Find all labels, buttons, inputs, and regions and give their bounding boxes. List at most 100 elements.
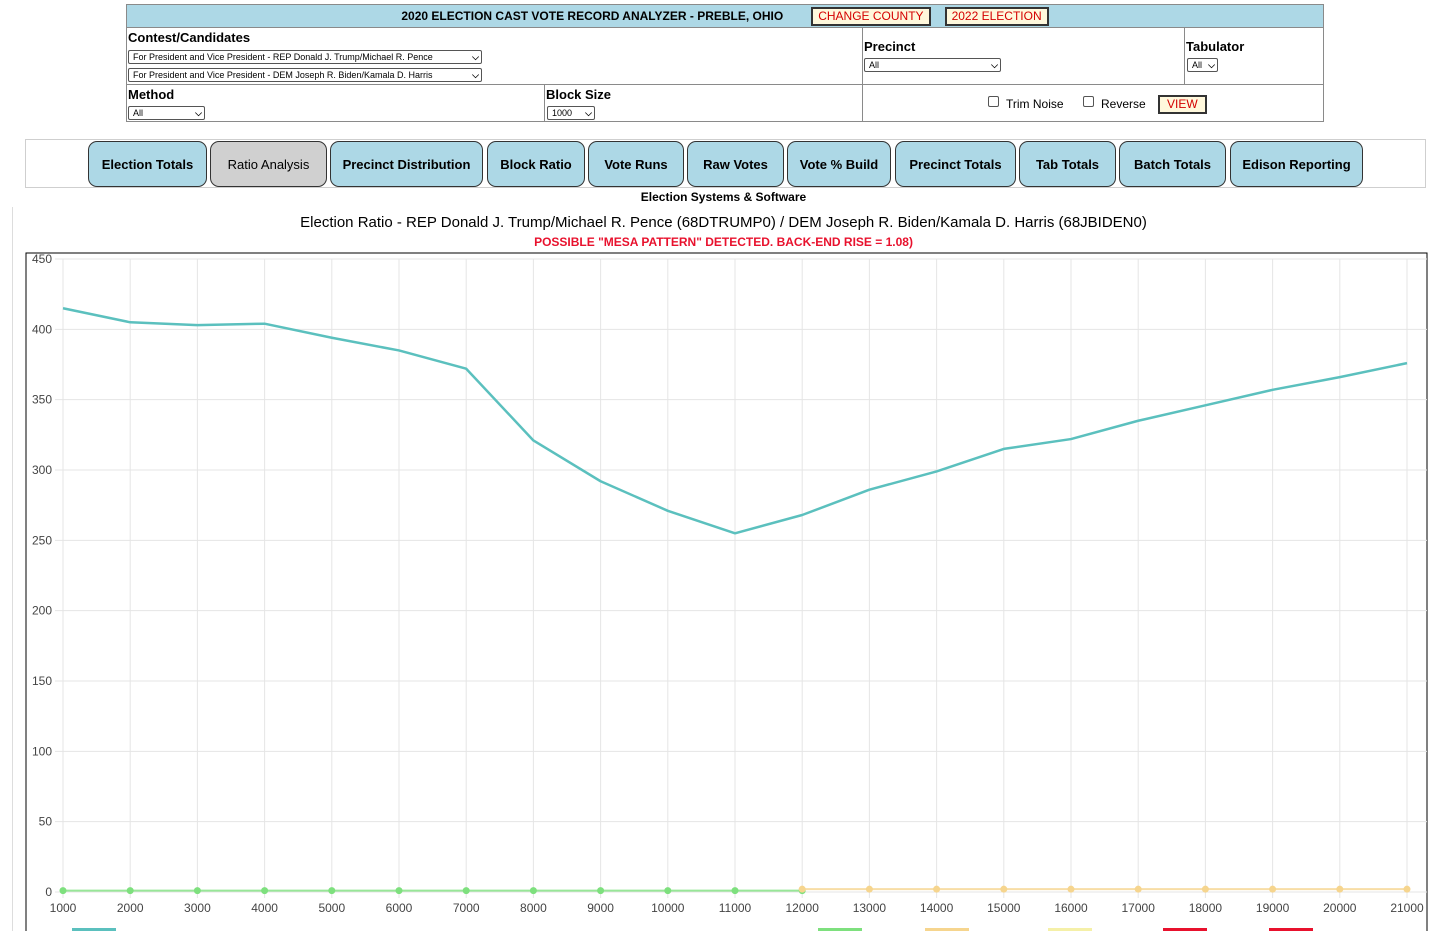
method-select-value: All xyxy=(133,108,144,118)
series-2-point xyxy=(1134,885,1142,893)
series-2-point xyxy=(1269,885,1277,893)
x-tick-label: 6000 xyxy=(386,901,413,915)
chevron-down-icon: ⌵ xyxy=(195,108,202,118)
series-2-point xyxy=(865,885,873,893)
series-2-point xyxy=(1336,885,1344,893)
chevron-down-icon: ⌵ xyxy=(585,108,592,118)
tab-vote-build[interactable]: Vote % Build xyxy=(787,141,891,187)
x-tick-label: 2000 xyxy=(117,901,144,915)
tab-raw-votes[interactable]: Raw Votes xyxy=(687,141,784,187)
tab-precinct-distribution[interactable]: Precinct Distribution xyxy=(330,141,483,187)
contest-select-1-value: For President and Vice President - REP D… xyxy=(133,52,433,62)
x-tick-label: 8000 xyxy=(520,901,547,915)
x-tick-label: 10000 xyxy=(651,901,685,915)
x-tick-label: 5000 xyxy=(318,901,345,915)
election-2022-button[interactable]: 2022 ELECTION xyxy=(944,6,1049,26)
chevron-down-icon: ⌵ xyxy=(472,70,479,80)
panel-header: 2020 ELECTION CAST VOTE RECORD ANALYZER … xyxy=(127,5,1323,28)
tab-edison-reporting[interactable]: Edison Reporting xyxy=(1230,141,1363,187)
y-tick-label: 50 xyxy=(39,815,53,829)
series-1-point xyxy=(59,887,67,895)
contest-select-2[interactable]: For President and Vice President - DEM J… xyxy=(128,68,482,82)
x-tick-label: 13000 xyxy=(853,901,887,915)
x-tick-label: 12000 xyxy=(786,901,820,915)
tab-vote-runs[interactable]: Vote Runs xyxy=(588,141,684,187)
mesa-pattern-warning: POSSIBLE "MESA PATTERN" DETECTED. BACK-E… xyxy=(534,235,913,249)
contest-select-1[interactable]: For President and Vice President - REP D… xyxy=(128,50,482,64)
x-tick-label: 7000 xyxy=(453,901,480,915)
x-tick-label: 18000 xyxy=(1189,901,1223,915)
block-size-label: Block Size xyxy=(546,87,612,102)
method-select[interactable]: All ⌵ xyxy=(128,106,205,120)
x-tick-label: 4000 xyxy=(251,901,278,915)
series-2-point xyxy=(798,885,806,893)
block-size-select[interactable]: 1000 ⌵ xyxy=(547,106,595,120)
vendor-label: Election Systems & Software xyxy=(640,190,807,204)
legend-swatch xyxy=(1048,928,1092,931)
x-tick-label: 11000 xyxy=(719,901,752,915)
tab-ratio-analysis[interactable]: Ratio Analysis xyxy=(210,141,327,187)
reverse-checkbox[interactable] xyxy=(1083,96,1094,107)
y-tick-label: 450 xyxy=(32,252,52,266)
series-1-point xyxy=(731,887,739,895)
chevron-down-icon: ⌵ xyxy=(991,60,998,70)
x-tick-label: 19000 xyxy=(1256,901,1290,915)
x-tick-label: 9000 xyxy=(587,901,614,915)
series-2-point xyxy=(1067,885,1075,893)
x-tick-label: 1000 xyxy=(50,901,77,915)
legend-swatch xyxy=(1163,928,1207,931)
tabulator-select[interactable]: All ⌵ xyxy=(1187,58,1218,72)
chart-title: Election Ratio - REP Donald J. Trump/Mic… xyxy=(300,214,1147,231)
series-1-point xyxy=(395,887,403,895)
series-1-point xyxy=(126,887,134,895)
tabulator-label: Tabulator xyxy=(1186,39,1245,54)
view-button[interactable]: VIEW xyxy=(1158,95,1207,114)
series-1-point xyxy=(193,887,201,895)
legend-swatch xyxy=(72,928,116,931)
tab-tab-totals[interactable]: Tab Totals xyxy=(1019,141,1116,187)
panel-col-divider-1 xyxy=(862,27,863,122)
precinct-select[interactable]: All ⌵ xyxy=(864,58,1001,72)
series-0-line xyxy=(62,307,1408,535)
x-tick-label: 3000 xyxy=(184,901,211,915)
tab-block-ratio[interactable]: Block Ratio xyxy=(487,141,585,187)
y-tick-label: 400 xyxy=(32,322,52,336)
series-2-point xyxy=(1000,885,1008,893)
chevron-down-icon: ⌵ xyxy=(1208,60,1215,70)
y-tick-label: 250 xyxy=(32,533,52,547)
trim-noise-checkbox[interactable] xyxy=(988,96,999,107)
control-panel: 2020 ELECTION CAST VOTE RECORD ANALYZER … xyxy=(126,4,1324,122)
series-1-point xyxy=(462,887,470,895)
panel-col-divider-3 xyxy=(544,84,545,122)
series-1-point xyxy=(328,887,336,895)
x-tick-label: 17000 xyxy=(1122,901,1156,915)
x-tick-label: 20000 xyxy=(1323,901,1357,915)
series-1-point xyxy=(664,887,672,895)
app-title: 2020 ELECTION CAST VOTE RECORD ANALYZER … xyxy=(401,9,784,23)
x-tick-label: 15000 xyxy=(987,901,1021,915)
panel-row-divider xyxy=(126,84,1324,85)
y-tick-label: 300 xyxy=(32,463,52,477)
change-county-button[interactable]: CHANGE COUNTY xyxy=(811,6,931,26)
tab-batch-totals[interactable]: Batch Totals xyxy=(1119,141,1226,187)
y-tick-label: 150 xyxy=(32,674,52,688)
x-tick-label: 14000 xyxy=(920,901,954,915)
tab-precinct-totals[interactable]: Precinct Totals xyxy=(895,141,1016,187)
chart-left-rule xyxy=(12,207,13,931)
legend-swatch xyxy=(818,928,862,931)
contest-select-2-value: For President and Vice President - DEM J… xyxy=(133,70,433,80)
tab-bar xyxy=(25,139,1426,188)
x-tick-label: 16000 xyxy=(1054,901,1088,915)
contest-label: Contest/Candidates xyxy=(128,30,251,45)
plot-frame xyxy=(25,252,1428,931)
series-1-point xyxy=(261,887,269,895)
chevron-down-icon: ⌵ xyxy=(472,52,479,62)
tab-election-totals[interactable]: Election Totals xyxy=(88,141,207,187)
method-label: Method xyxy=(128,87,175,102)
block-size-select-value: 1000 xyxy=(552,108,573,118)
trim-noise-label: Trim Noise xyxy=(1006,97,1064,111)
panel-col-divider-2 xyxy=(1184,27,1185,84)
series-2-point xyxy=(1201,885,1209,893)
y-tick-label: 0 xyxy=(45,885,52,899)
